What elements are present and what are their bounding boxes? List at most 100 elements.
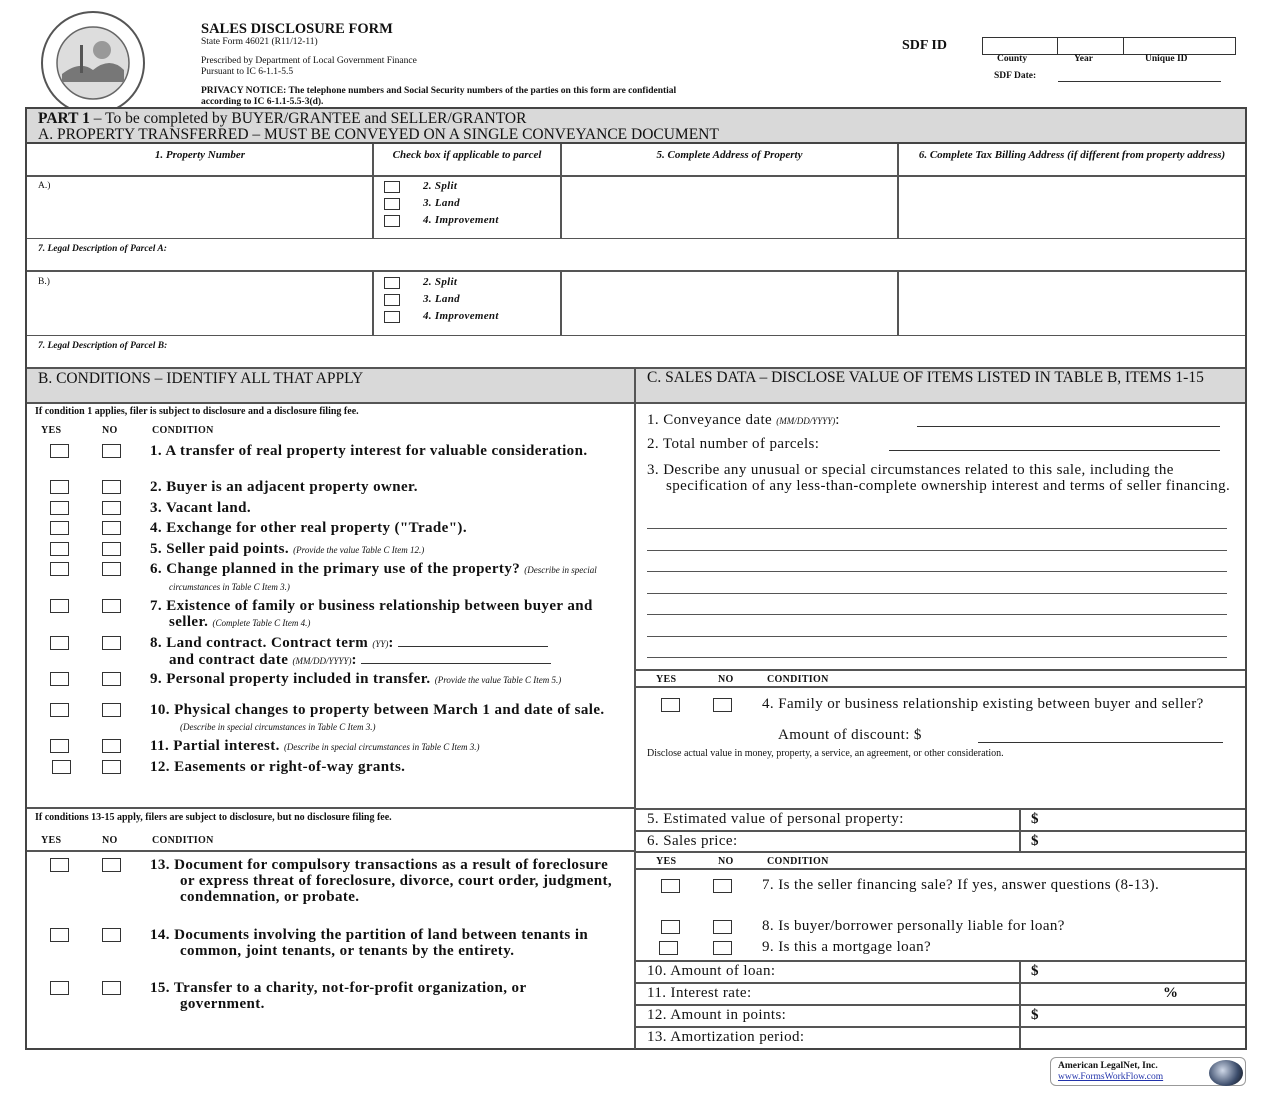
item8-yes-checkbox[interactable] xyxy=(661,920,680,934)
item7-text: 7. Is the seller financing sale? If yes,… xyxy=(762,877,1160,893)
condition-3-no-checkbox[interactable] xyxy=(102,501,121,515)
sdf-county-field[interactable] xyxy=(982,37,1058,55)
condition-12-yes-checkbox[interactable] xyxy=(52,760,71,774)
special-circumstances-line[interactable] xyxy=(647,571,1227,572)
column-divider xyxy=(1019,982,1021,1004)
unit-dollar: $ xyxy=(1031,811,1039,827)
item7-no-checkbox[interactable] xyxy=(713,879,732,893)
disclose-note: Disclose actual value in money, property… xyxy=(647,748,1004,759)
parcel-b-check-0[interactable] xyxy=(384,277,400,289)
item9-yes-checkbox[interactable] xyxy=(659,941,678,955)
condition-11-no-checkbox[interactable] xyxy=(102,739,121,753)
condition-4-no-checkbox[interactable] xyxy=(102,521,121,535)
parcel-a-check-0[interactable] xyxy=(384,181,400,193)
value-field-item13[interactable] xyxy=(1021,1028,1245,1048)
sdf-year-field[interactable] xyxy=(1057,37,1124,55)
contract-date-field[interactable] xyxy=(361,652,552,664)
yes-header: YES xyxy=(41,425,62,436)
special-circumstances-line[interactable] xyxy=(647,657,1227,658)
sdf-date-label: SDF Date: xyxy=(994,71,1037,81)
col-complete-address: 5. Complete Address of Property xyxy=(656,149,803,161)
condition-13-no-checkbox[interactable] xyxy=(102,858,121,872)
condition-10-no-checkbox[interactable] xyxy=(102,703,121,717)
total-parcels-field[interactable] xyxy=(889,450,1220,451)
condition-number: 12. xyxy=(150,759,170,775)
condition-3: 3. Vacant land. xyxy=(150,500,615,516)
special-circumstances-line[interactable] xyxy=(647,549,1227,551)
parcel-a-check-label-0: 2. Split xyxy=(423,180,458,192)
condition-13-yes-checkbox[interactable] xyxy=(50,858,69,872)
item4-yes-checkbox[interactable] xyxy=(661,698,680,712)
condition-1-yes-checkbox[interactable] xyxy=(50,444,69,458)
condition-9-no-checkbox[interactable] xyxy=(102,672,121,686)
condition-14-no-checkbox[interactable] xyxy=(102,928,121,942)
condition-note: (Describe in special circumstances in Ta… xyxy=(283,742,480,752)
condition-11-yes-checkbox[interactable] xyxy=(50,739,69,753)
condition-15-yes-checkbox[interactable] xyxy=(50,981,69,995)
item8-text: 8. Is buyer/borrower personally liable f… xyxy=(762,918,1065,934)
section-b-title: B. CONDITIONS – IDENTIFY ALL THAT APPLY xyxy=(27,369,634,402)
sdf-date-field[interactable] xyxy=(1058,81,1221,82)
legalnet-badge[interactable]: American LegalNet, Inc. www.FormsWorkFlo… xyxy=(1050,1057,1246,1086)
condition-6-yes-checkbox[interactable] xyxy=(50,562,69,576)
special-circumstances-label: 3. Describe any unusual or special circu… xyxy=(647,462,1231,494)
condition-8-no-checkbox[interactable] xyxy=(102,636,121,650)
condition-8-yes-checkbox[interactable] xyxy=(50,636,69,650)
sdf-unique-id-field[interactable] xyxy=(1123,37,1236,55)
condition-text: Easements or right-of-way grants. xyxy=(174,759,406,775)
unit-dollar: $ xyxy=(1031,963,1039,979)
condition-text: Seller paid points. xyxy=(166,541,289,557)
value-field-item10[interactable]: $ xyxy=(1021,962,1245,982)
condition-text: Vacant land. xyxy=(165,500,252,516)
item4-no-checkbox[interactable] xyxy=(713,698,732,712)
row-divider xyxy=(636,1026,1245,1028)
condition-4: 4. Exchange for other real property ("Tr… xyxy=(150,520,615,536)
state-seal xyxy=(40,10,146,116)
condition-5-no-checkbox[interactable] xyxy=(102,542,121,556)
special-circumstances-line[interactable] xyxy=(647,614,1227,615)
condition-number: 6. xyxy=(150,561,163,577)
amount-of-discount-field[interactable] xyxy=(978,742,1223,743)
parcel-a-check-1[interactable] xyxy=(384,198,400,210)
parcel-b-check-label-0: 2. Split xyxy=(423,276,458,288)
special-circumstances-line[interactable] xyxy=(647,592,1227,594)
item8-no-checkbox[interactable] xyxy=(713,920,732,934)
company-url[interactable]: www.FormsWorkFlow.com xyxy=(1058,1072,1164,1082)
parcel-b-check-1[interactable] xyxy=(384,294,400,306)
sdf-id-label: SDF ID xyxy=(902,38,947,53)
condition-2-no-checkbox[interactable] xyxy=(102,480,121,494)
condition-text: Partial interest. xyxy=(173,738,280,754)
condition-12-no-checkbox[interactable] xyxy=(102,760,121,774)
condition-3-yes-checkbox[interactable] xyxy=(50,501,69,515)
condition-10-yes-checkbox[interactable] xyxy=(50,703,69,717)
parcel-a-check-2[interactable] xyxy=(384,215,400,227)
value-field-item12[interactable]: $ xyxy=(1021,1006,1245,1026)
special-circumstances-line[interactable] xyxy=(647,635,1227,637)
condition-2-yes-checkbox[interactable] xyxy=(50,480,69,494)
item9-text: 9. Is this a mortgage loan? xyxy=(762,939,932,955)
value-field-item5[interactable]: $ xyxy=(1021,810,1245,830)
value-field-item6[interactable]: $ xyxy=(1021,832,1245,852)
condition-5-yes-checkbox[interactable] xyxy=(50,542,69,556)
conveyance-date-field[interactable] xyxy=(917,426,1220,427)
condition-1-no-checkbox[interactable] xyxy=(102,444,121,458)
condition-number: 4. xyxy=(150,520,163,536)
item7-yes-checkbox[interactable] xyxy=(661,879,680,893)
condition-4-yes-checkbox[interactable] xyxy=(50,521,69,535)
condition-header-c: CONDITION xyxy=(767,674,829,685)
special-circumstances-line[interactable] xyxy=(647,528,1227,529)
value-field-item11[interactable]: % xyxy=(1021,984,1245,1004)
parcel-b-check-2[interactable] xyxy=(384,311,400,323)
contract-term-field[interactable] xyxy=(397,635,548,647)
item9-no-checkbox[interactable] xyxy=(713,941,732,955)
state-form-number: State Form 46021 (R11/12-11) xyxy=(201,37,318,47)
form-frame xyxy=(25,107,1247,1050)
amount-of-discount-label: Amount of discount: $ xyxy=(778,727,922,743)
condition-9-yes-checkbox[interactable] xyxy=(50,672,69,686)
condition-6-no-checkbox[interactable] xyxy=(102,562,121,576)
condition-15-no-checkbox[interactable] xyxy=(102,981,121,995)
condition-7: 7. Existence of family or business relat… xyxy=(150,598,615,631)
condition-14-yes-checkbox[interactable] xyxy=(50,928,69,942)
condition-7-yes-checkbox[interactable] xyxy=(50,599,69,613)
condition-7-no-checkbox[interactable] xyxy=(102,599,121,613)
